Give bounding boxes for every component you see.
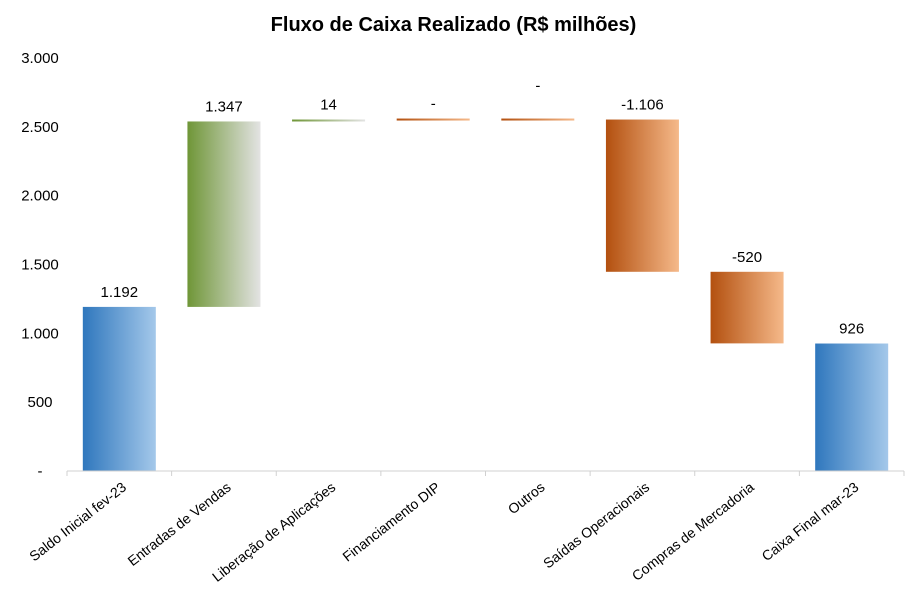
- bar-1: [82, 306, 156, 471]
- y-tick-label: 2.000: [21, 188, 59, 205]
- x-category-label: Outros: [505, 479, 548, 517]
- bar-2: [187, 121, 261, 307]
- bar-5: [501, 118, 575, 121]
- data-label-8: 926: [839, 321, 864, 338]
- bar-4: [396, 118, 470, 121]
- data-labels: 1.192 1.347 14 - - -1.106 -520 926: [101, 78, 865, 338]
- x-category-label: Saídas Operacionais: [540, 479, 652, 572]
- x-category-label: Saldo Inicial fev-23: [26, 479, 129, 565]
- bar-8: [815, 343, 889, 471]
- bar-6: [605, 119, 679, 272]
- bar-3: [292, 119, 366, 122]
- data-label-1: 1.192: [101, 284, 139, 301]
- x-category-label: Entradas de Vendas: [125, 479, 234, 569]
- data-label-5: -: [535, 78, 540, 95]
- y-tick-label: 1.500: [21, 257, 59, 274]
- x-category-label: Caixa Final mar-23: [758, 479, 861, 565]
- data-label-6: -1.106: [621, 97, 664, 114]
- bar-7: [710, 271, 784, 344]
- data-label-4: -: [431, 96, 436, 113]
- y-tick-label: -: [38, 463, 43, 480]
- data-label-2: 1.347: [205, 98, 243, 115]
- y-tick-label: 3.000: [21, 50, 59, 67]
- bars: [82, 118, 889, 471]
- y-axis: - 500 1.000 1.500 2.000 2.500 3.000: [21, 50, 59, 480]
- data-label-7: -520: [732, 249, 762, 266]
- y-tick-label: 500: [27, 394, 52, 411]
- chart-title: Fluxo de Caixa Realizado (R$ milhões): [270, 14, 637, 36]
- y-tick-label: 2.500: [21, 119, 59, 136]
- data-label-3: 14: [320, 97, 337, 114]
- y-tick-label: 1.000: [21, 325, 59, 342]
- x-category-label: Financiamento DIP: [339, 479, 443, 565]
